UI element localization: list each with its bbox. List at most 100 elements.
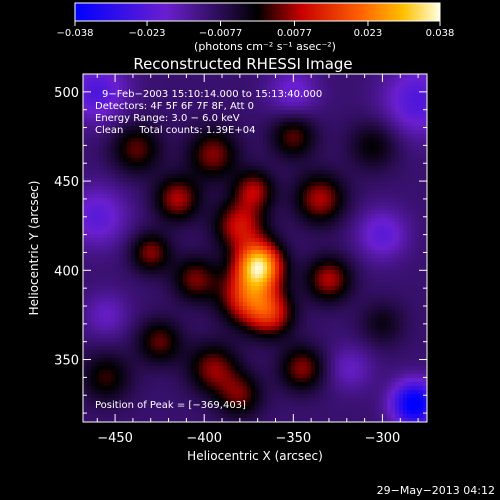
heatmap-cell xyxy=(335,186,340,191)
heatmap-cell xyxy=(411,186,416,191)
heatmap-cell xyxy=(203,154,208,159)
heatmap-cell xyxy=(407,206,412,211)
heatmap-cell xyxy=(351,302,356,307)
heatmap-cell xyxy=(175,230,180,235)
heatmap-cell xyxy=(387,126,392,131)
heatmap-cell xyxy=(203,302,208,307)
heatmap-cell xyxy=(367,118,372,123)
heatmap-cell xyxy=(243,230,248,235)
heatmap-cell xyxy=(123,182,128,187)
heatmap-cell xyxy=(195,122,200,127)
heatmap-cell xyxy=(247,282,252,287)
heatmap-cell xyxy=(219,90,224,95)
heatmap-cell xyxy=(143,302,148,307)
heatmap-cell xyxy=(159,138,164,143)
heatmap-cell xyxy=(367,274,372,279)
heatmap-cell xyxy=(359,114,364,119)
heatmap-cell xyxy=(155,150,160,155)
heatmap-cell xyxy=(163,158,168,163)
heatmap-cell xyxy=(367,294,372,299)
heatmap-cell xyxy=(375,246,380,251)
heatmap-cell xyxy=(87,130,92,135)
heatmap-cell xyxy=(395,90,400,95)
heatmap-cell xyxy=(283,302,288,307)
heatmap-cell xyxy=(363,206,368,211)
heatmap-cell xyxy=(155,218,160,223)
heatmap-cell xyxy=(211,86,216,91)
heatmap-cell xyxy=(247,258,252,263)
heatmap-cell xyxy=(383,118,388,123)
heatmap-cell xyxy=(167,258,172,263)
heatmap-cell xyxy=(231,246,236,251)
heatmap-cell xyxy=(287,122,292,127)
heatmap-cell xyxy=(319,250,324,255)
heatmap-cell xyxy=(139,250,144,255)
heatmap-cell xyxy=(171,142,176,147)
heatmap-cell xyxy=(83,142,88,147)
heatmap-cell xyxy=(183,170,188,175)
heatmap-cell xyxy=(123,78,128,83)
heatmap-cell xyxy=(131,230,136,235)
heatmap-cell xyxy=(299,194,304,199)
heatmap-cell xyxy=(175,214,180,219)
heatmap-cell xyxy=(191,242,196,247)
heatmap-cell xyxy=(187,198,192,203)
heatmap-cell xyxy=(179,286,184,291)
heatmap-cell xyxy=(207,130,212,135)
heatmap-cell xyxy=(323,74,328,79)
heatmap-cell xyxy=(315,110,320,115)
heatmap-cell xyxy=(191,234,196,239)
heatmap-cell xyxy=(291,274,296,279)
heatmap-cell xyxy=(259,158,264,163)
heatmap-cell xyxy=(299,170,304,175)
heatmap-cell xyxy=(171,254,176,259)
heatmap-cell xyxy=(331,282,336,287)
heatmap-cell xyxy=(243,194,248,199)
heatmap-cell xyxy=(251,242,256,247)
heatmap-cell xyxy=(327,158,332,163)
heatmap-cell xyxy=(83,294,88,299)
heatmap-cell xyxy=(303,130,308,135)
heatmap-cell xyxy=(219,302,224,307)
heatmap-cell xyxy=(399,242,404,247)
heatmap-cell xyxy=(255,262,260,267)
heatmap-cell xyxy=(147,146,152,151)
heatmap-cell xyxy=(283,162,288,167)
heatmap-cell xyxy=(183,106,188,111)
heatmap-cell xyxy=(83,230,88,235)
heatmap-cell xyxy=(187,262,192,267)
heatmap-cell xyxy=(355,186,360,191)
heatmap-cell xyxy=(283,290,288,295)
heatmap-cell xyxy=(251,190,256,195)
heatmap-cell xyxy=(359,222,364,227)
heatmap-cell xyxy=(115,102,120,107)
heatmap-cell xyxy=(367,138,372,143)
heatmap-cell xyxy=(255,222,260,227)
heatmap-cell xyxy=(183,274,188,279)
heatmap-cell xyxy=(407,86,412,91)
heatmap-cell xyxy=(279,278,284,283)
heatmap-cell xyxy=(135,274,140,279)
heatmap-cell xyxy=(423,230,427,235)
heatmap-cell xyxy=(375,86,380,91)
heatmap-cell xyxy=(403,282,408,287)
heatmap-cell xyxy=(311,162,316,167)
heatmap-cell xyxy=(243,282,248,287)
heatmap-cell xyxy=(415,294,420,299)
heatmap-cell xyxy=(235,78,240,83)
heatmap-cell xyxy=(255,246,260,251)
heatmap-cell xyxy=(343,122,348,127)
heatmap-cell xyxy=(351,194,356,199)
heatmap-cell xyxy=(151,94,156,99)
heatmap-cell xyxy=(195,138,200,143)
heatmap-cell xyxy=(387,258,392,263)
heatmap-cell xyxy=(415,190,420,195)
heatmap-cell xyxy=(123,174,128,179)
heatmap-cell xyxy=(147,90,152,95)
heatmap-cell xyxy=(115,74,120,79)
heatmap-cell xyxy=(115,154,120,159)
heatmap-cell xyxy=(363,278,368,283)
heatmap-cell xyxy=(283,186,288,191)
heatmap-cell xyxy=(259,198,264,203)
heatmap-cell xyxy=(411,218,416,223)
